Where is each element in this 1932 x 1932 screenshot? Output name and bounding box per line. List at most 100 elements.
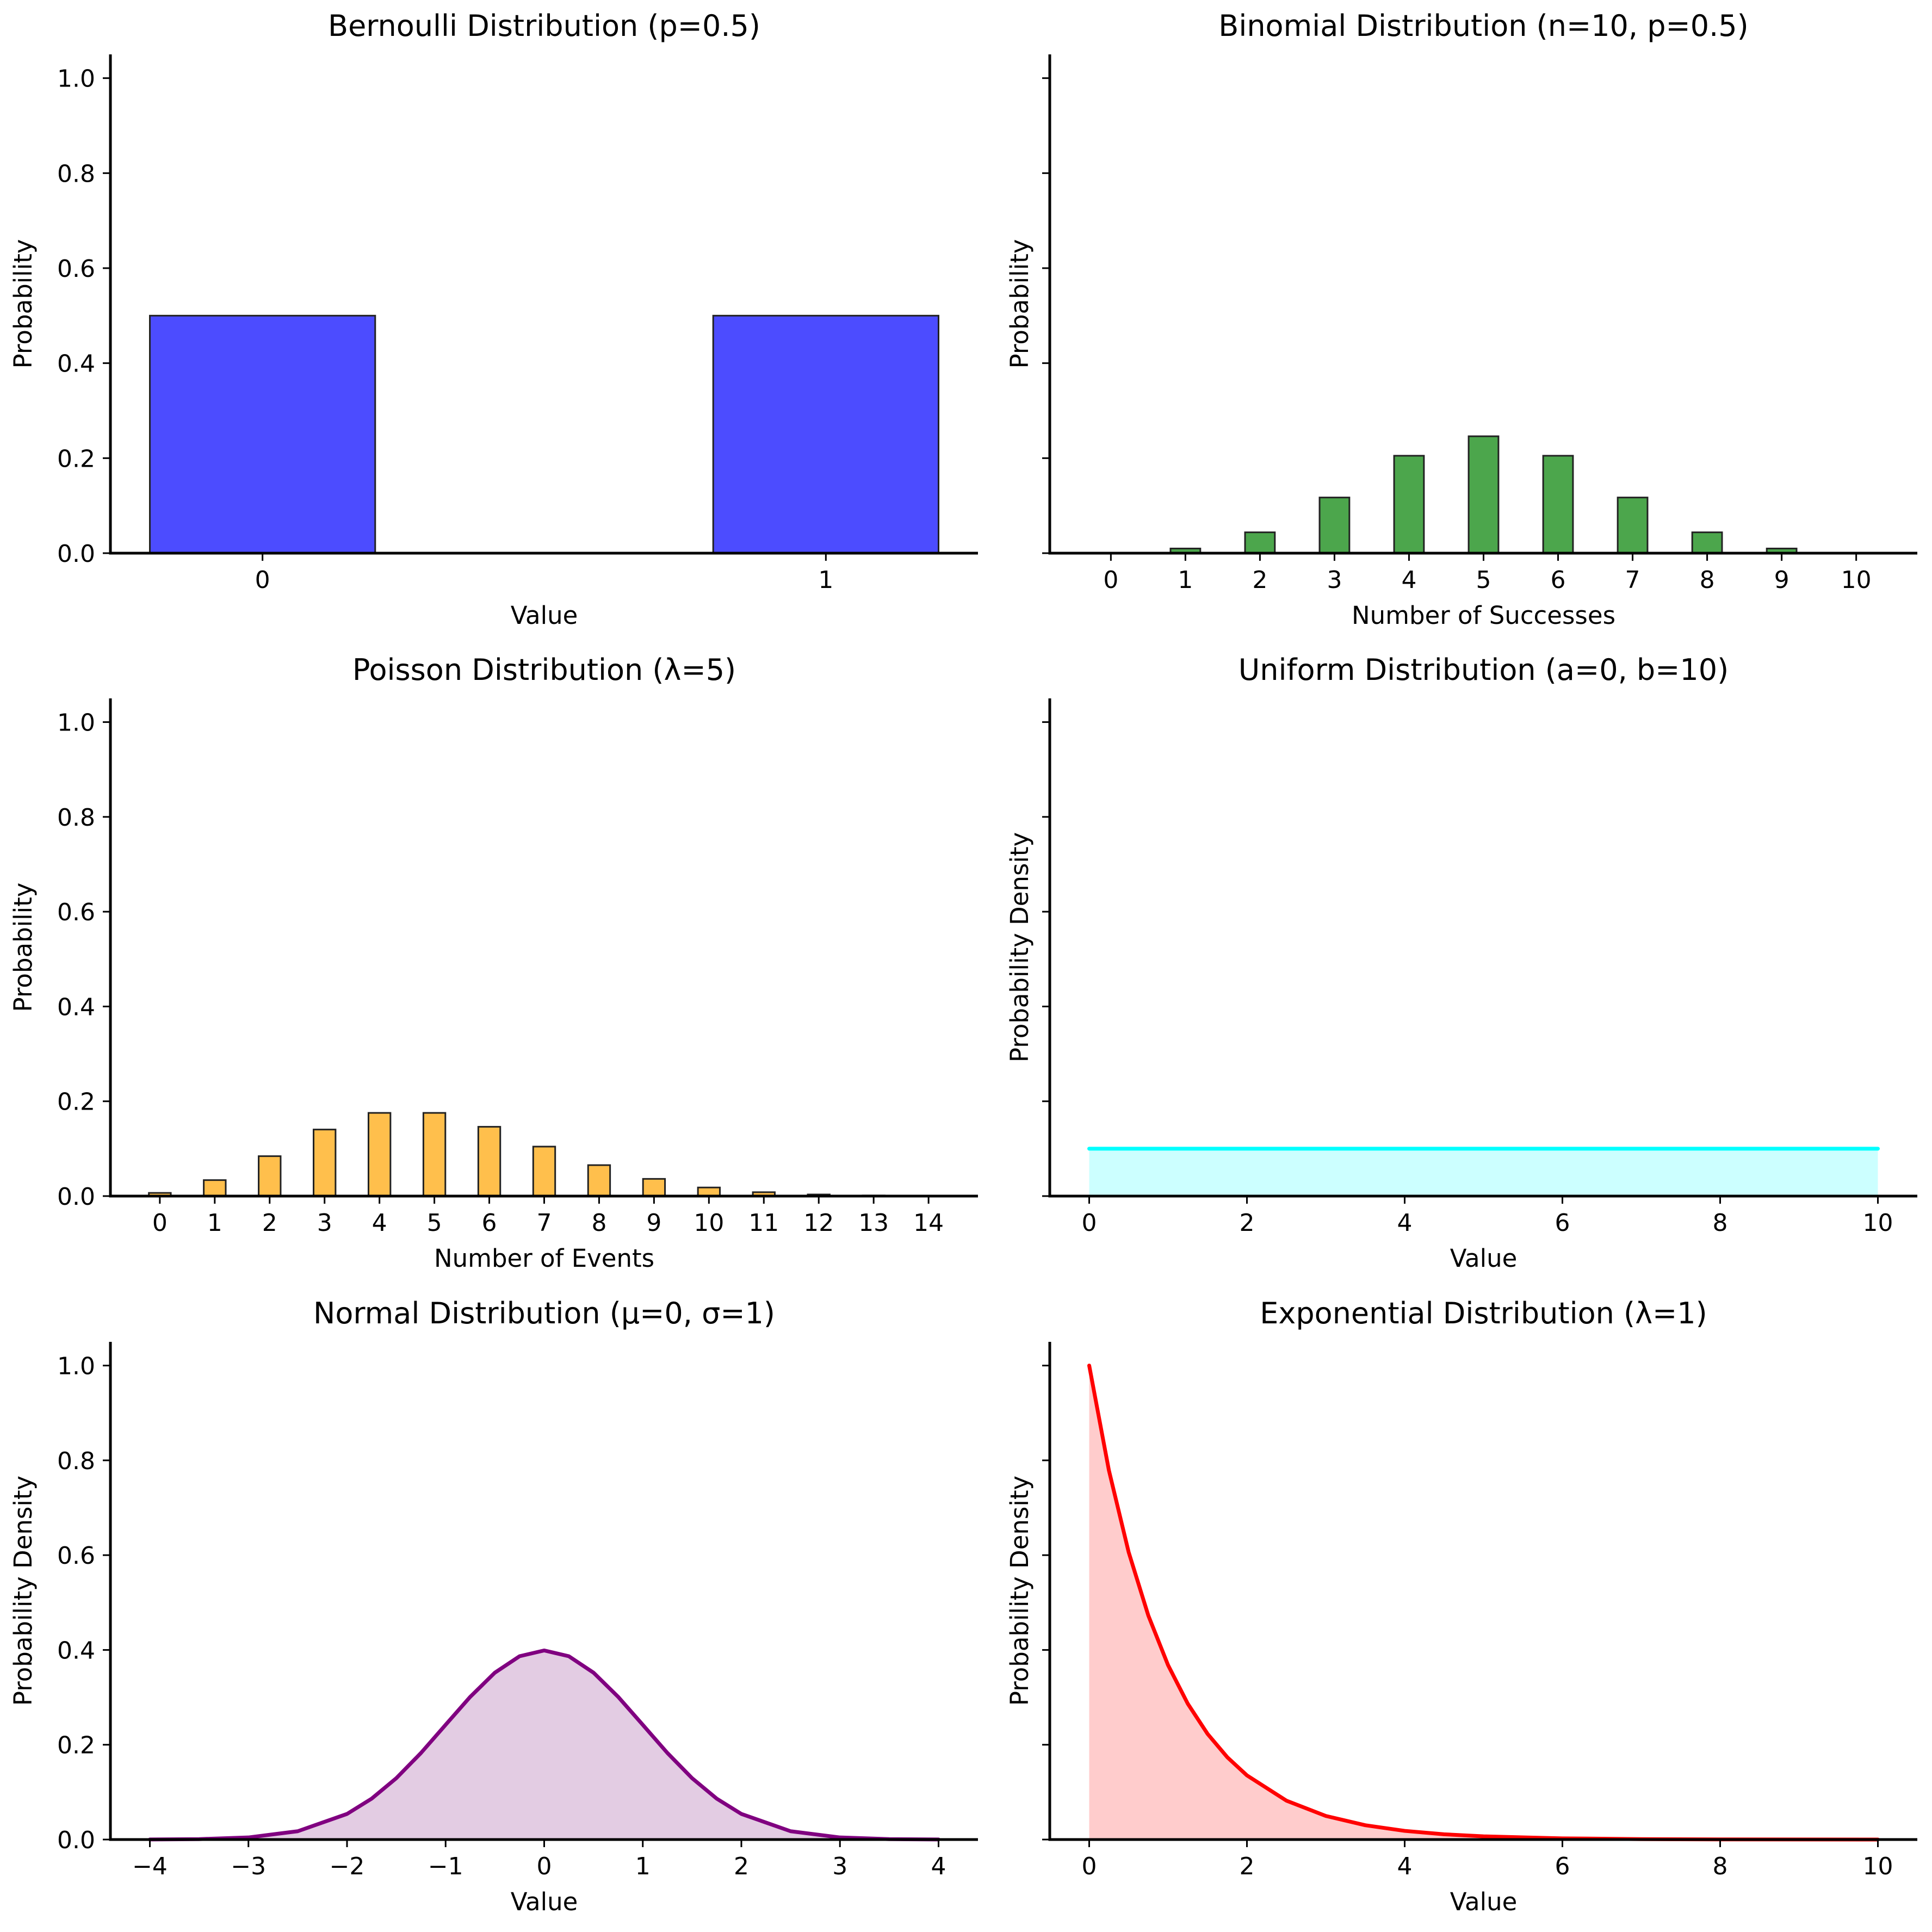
bar-8 [587,1164,611,1197]
subplot-4: 0 2 4 6 8 10 Uniform Distribution (a=0, b=10) V… [1005,653,1917,1273]
bar-1 [203,1179,227,1197]
subplot-1: 0 1 0.0 0.2 0.4 0.6 0.8 1.0 Bernoulli Distributi… [9,9,978,630]
x-tick-label: 6 [1555,1209,1570,1237]
chart-title: Normal Distribution (μ=0, σ=1) [313,1296,775,1330]
x-tick-label: 8 [591,1209,606,1237]
bar-7 [1617,497,1649,554]
x-tick-label: 2 [1240,1853,1255,1880]
x-tick-label: 0 [152,1209,168,1237]
x-axis-label: Value [1450,1244,1518,1273]
bar-5 [422,1112,447,1197]
x-tick-label: 0 [1082,1853,1097,1880]
x-axis-label: Value [511,601,578,630]
x-tick-label: 4 [1401,566,1416,594]
area-fill [1089,1365,1878,1840]
y-tick-label: 0.4 [57,350,95,378]
chart-title: Uniform Distribution (a=0, b=10) [1239,653,1729,687]
x-tick-label: 8 [1700,566,1715,594]
bar-4 [1393,455,1425,554]
x-tick-label: 3 [832,1853,847,1880]
subplot-6: 0 2 4 6 8 10 Exponential Distribution (λ=1) Val… [1005,1296,1917,1916]
y-tick-label: 0.8 [57,1447,95,1475]
y-tick-label: 0.4 [57,993,95,1021]
x-tick-label: 0 [255,566,270,594]
x-tick-label: 2 [1240,1209,1255,1237]
y-tick-label: 0.6 [57,255,95,283]
subplot-5: −4 −3 −2 −1 0 1 2 3 4 0.0 0.2 0.4 0.6 0.8 1.0 Normal Di… [9,1296,978,1916]
bar-2 [1244,531,1276,554]
x-tick-label: 8 [1713,1209,1728,1237]
x-tick-label: 8 [1713,1853,1728,1880]
x-tick-label: 7 [537,1209,552,1237]
x-tick-label: 4 [931,1853,946,1880]
x-tick-label: 10 [1841,566,1872,594]
x-tick-label: 1 [818,566,833,594]
x-tick-label: 3 [317,1209,332,1237]
chart-title: Bernoulli Distribution (p=0.5) [328,9,760,43]
x-tick-label: 4 [1397,1853,1413,1880]
x-axis-label: Number of Events [434,1244,654,1273]
x-tick-label: 0 [1082,1209,1097,1237]
y-tick-label: 0.8 [57,160,95,188]
bar-4 [367,1112,392,1197]
y-axis-label: Probability Density [9,1476,38,1706]
x-tick-label: 4 [372,1209,387,1237]
bar-8 [1691,531,1723,554]
y-axis-label: Probability Density [1005,1476,1034,1706]
x-tick-label: 9 [1774,566,1789,594]
y-tick-label: 0.6 [57,1542,95,1570]
bar-9 [642,1178,666,1197]
x-tick-label: 9 [646,1209,661,1237]
chart-title: Exponential Distribution (λ=1) [1260,1296,1707,1330]
x-tick-label: 0 [537,1853,552,1880]
x-tick-label: 1 [1178,566,1193,594]
x-tick-label: 0 [1103,566,1118,594]
x-tick-label: 6 [1555,1853,1570,1880]
x-tick-label: −1 [428,1853,463,1880]
y-tick-label: 1.0 [57,1353,95,1380]
y-tick-label: 0.4 [57,1637,95,1664]
x-tick-label: 12 [803,1209,834,1237]
x-tick-label: 5 [1476,566,1491,594]
chart-title: Binomial Distribution (n=10, p=0.5) [1218,9,1748,43]
series-line [148,1648,940,1842]
x-tick-label: 5 [427,1209,442,1237]
bar-2 [258,1155,282,1197]
subplot-3: 0 1 2 3 4 5 6 7 8 9 10 11 12 13 140.00.20.40.60.81.0Po… [9,653,978,1273]
y-tick-label: 0.0 [57,1826,95,1854]
bar-3 [1318,497,1351,554]
x-tick-label: 1 [207,1209,222,1237]
x-tick-label: −4 [132,1853,168,1880]
x-tick-label: 6 [482,1209,497,1237]
bar-5 [1467,435,1500,554]
x-tick-label: 3 [1327,566,1342,594]
bar-6 [477,1126,501,1197]
area-fill [150,1650,939,1840]
x-tick-label: 13 [858,1209,889,1237]
x-tick-label: 4 [1397,1209,1413,1237]
y-tick-label: 0.2 [57,445,95,473]
y-tick-label: 0.0 [57,540,95,568]
x-axis-label: Value [511,1887,578,1916]
x-tick-label: 10 [1863,1209,1893,1237]
y-tick-label: 1.0 [57,65,95,93]
subplot-2: 0 1 2 3 4 5 6 7 8 9 10 Binomial Distribution (n=10,… [1005,9,1917,630]
x-axis-label: Number of Successes [1352,601,1615,630]
x-tick-label: 1 [635,1853,651,1880]
x-tick-label: 2 [262,1209,277,1237]
x-axis-label: Value [1450,1887,1518,1916]
x-tick-label: −3 [231,1853,266,1880]
y-axis-label: Probability [1005,239,1034,369]
y-tick-label: 0.2 [57,1732,95,1760]
x-tick-label: −2 [330,1853,365,1880]
y-tick-label: 0.6 [57,899,95,926]
x-tick-label: 14 [913,1209,944,1237]
area-fill [1089,1148,1878,1196]
y-tick-label: 0.0 [57,1183,95,1211]
y-axis-label: Probability Density [1005,832,1034,1062]
x-tick-label: 10 [1863,1853,1893,1880]
x-tick-label: 2 [1252,566,1267,594]
bar-0 [149,314,376,554]
y-tick-label: 0.8 [57,804,95,832]
